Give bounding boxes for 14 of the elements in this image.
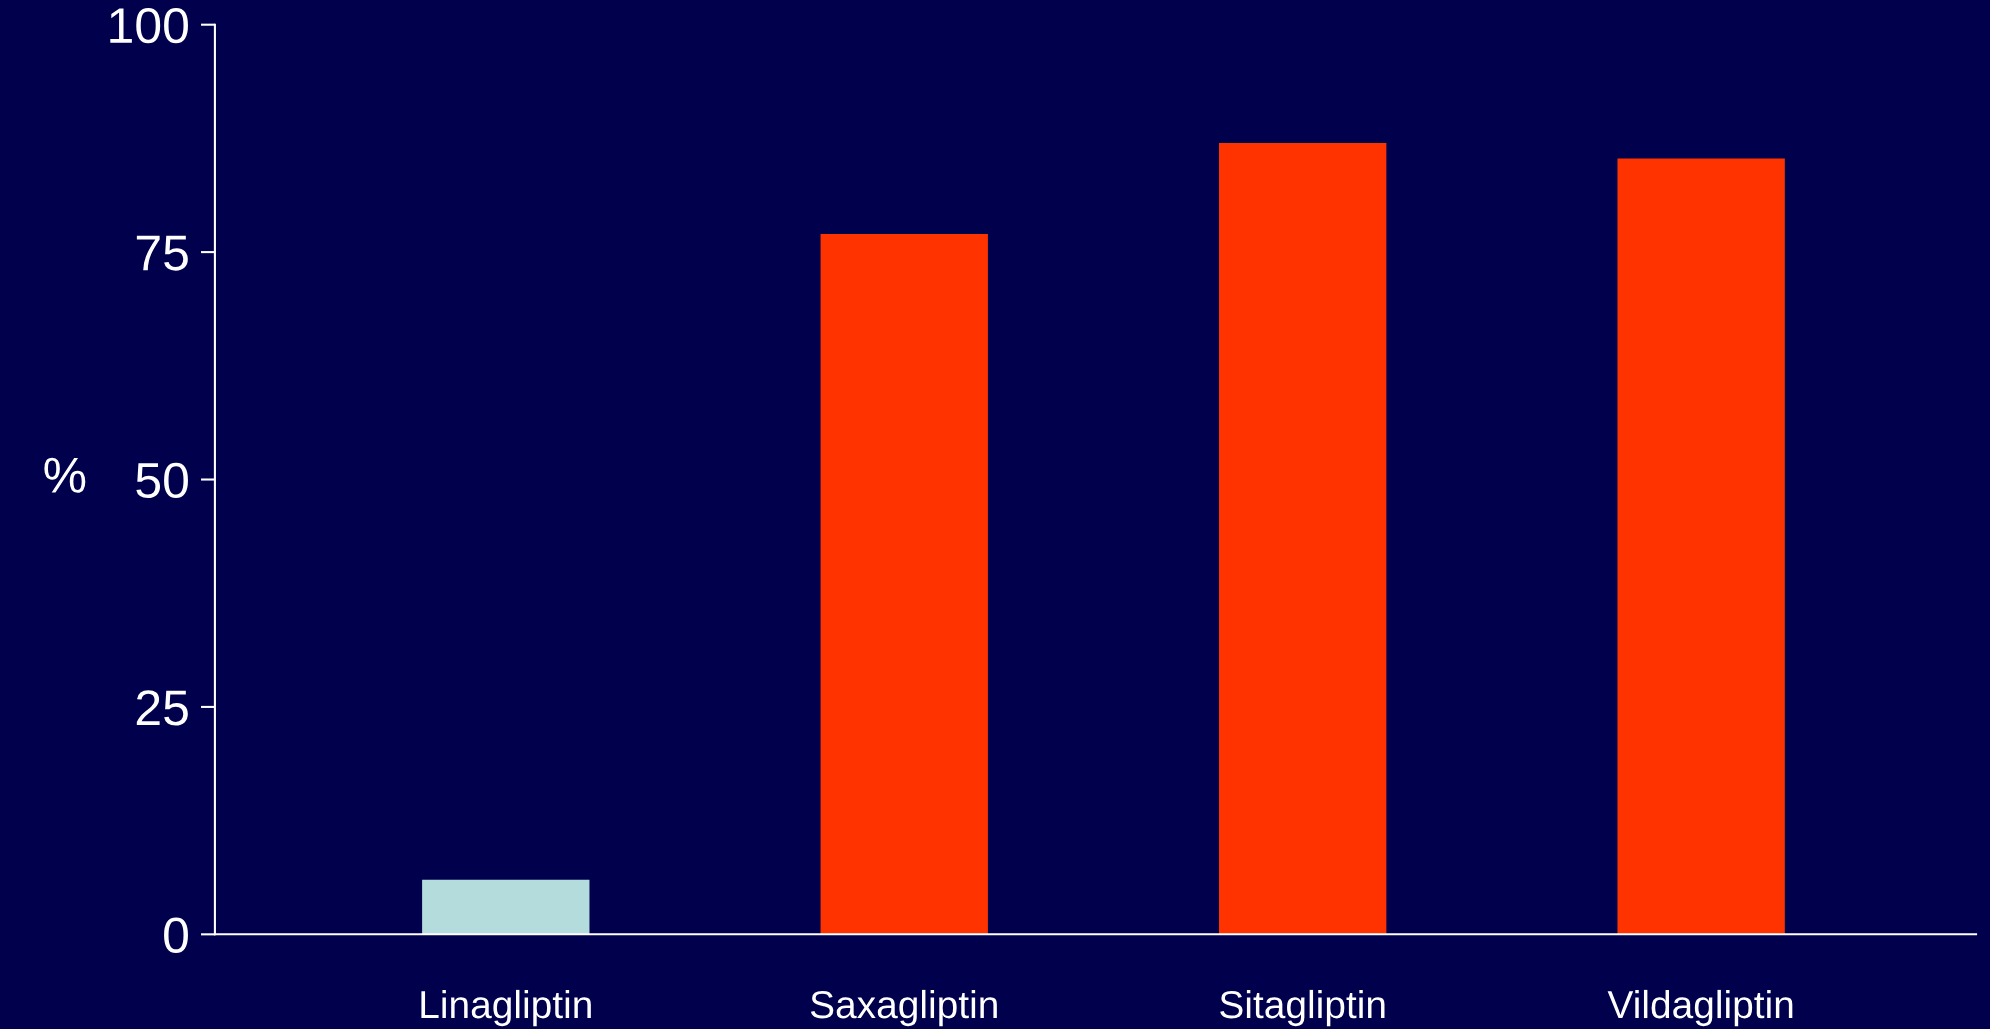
bar (1617, 158, 1785, 935)
bar (820, 233, 988, 935)
y-tick-label: 25 (136, 690, 188, 726)
x-tick-label: Saxagliptin (810, 989, 997, 1027)
x-tick-label: Sitagliptin (1220, 989, 1385, 1027)
y-tick-label: 0 (164, 917, 188, 953)
x-tick-label: Linagliptin (421, 989, 591, 1027)
bar (1219, 142, 1387, 935)
y-tick-label: 75 (136, 235, 188, 271)
y-tick-label: 100 (110, 7, 188, 44)
y-tick-label: 50 (136, 462, 188, 499)
bar (422, 879, 590, 935)
y-axis-title: % (44, 457, 86, 493)
x-tick-label: Vildagliptin (1607, 989, 1793, 1027)
